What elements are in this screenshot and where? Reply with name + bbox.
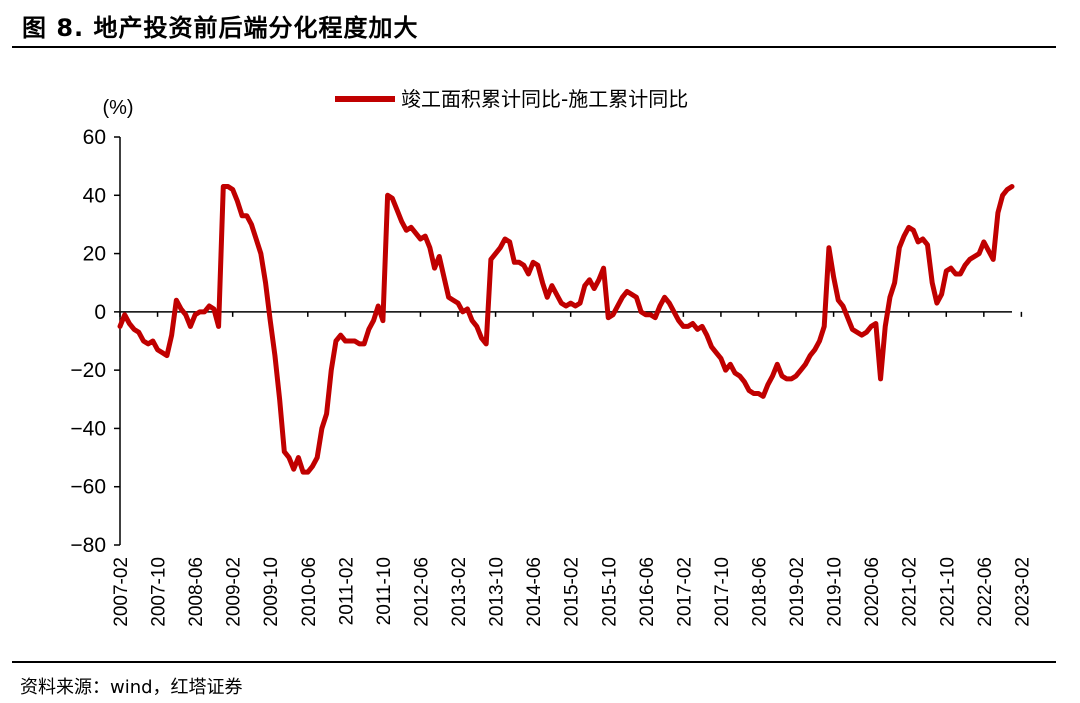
y-tick-label: 60: [83, 126, 106, 149]
top-rule: [12, 46, 1056, 48]
x-tick-label: 2009-10: [261, 557, 282, 627]
x-tick-label: 2021-02: [900, 557, 921, 627]
figure-title: 图 8. 地产投资前后端分化程度加大: [22, 14, 419, 42]
x-tick-label: 2007-02: [111, 557, 132, 627]
x-tick-label: 2011-02: [336, 557, 357, 625]
y-tick-label: 20: [83, 243, 106, 266]
x-tick-label: 2012-06: [411, 557, 432, 627]
x-tick-label: 2017-02: [674, 557, 695, 627]
x-tick-label: 2011-10: [374, 557, 395, 625]
y-axis-unit: (%): [102, 97, 133, 119]
x-tick-label: 2014-06: [524, 557, 545, 627]
x-tick-label: 2016-06: [637, 557, 658, 627]
legend-label: 竣工面积累计同比-施工累计同比: [401, 87, 688, 111]
legend: 竣工面积累计同比-施工累计同比: [335, 87, 688, 111]
x-axis: 2007-02 2007-10 2008-06 2009-02 2009-10 2010-…: [111, 311, 1033, 627]
x-tick-label: 2013-10: [487, 557, 508, 627]
y-axis: 60 40 20 0 −20 −40 −60 −80 (%): [70, 97, 133, 557]
x-tick-label: 2015-02: [562, 557, 583, 627]
y-tick-label: −80: [70, 534, 106, 557]
x-tick-label: 2020-06: [862, 557, 883, 627]
x-tick-label: 2022-06: [975, 557, 996, 627]
x-tick-label: 2007-10: [149, 557, 170, 627]
y-tick-label: 40: [83, 184, 106, 207]
x-tick-label: 2017-10: [712, 557, 733, 627]
series-line: [117, 184, 1015, 475]
y-tick-label: −60: [70, 476, 106, 499]
x-tick-label: 2015-10: [599, 557, 620, 627]
series-layer: [117, 184, 1015, 475]
y-tick-label: 0: [94, 301, 106, 324]
x-tick-label: 2009-02: [224, 557, 245, 627]
x-tick-label: 2019-02: [787, 557, 808, 627]
x-tick-label: 2023-02: [1012, 557, 1033, 627]
x-tick-label: 2018-06: [749, 557, 770, 627]
y-tick-label: −40: [70, 417, 106, 440]
x-tick-label: 2008-06: [186, 557, 207, 627]
x-tick-label: 2010-06: [299, 557, 320, 627]
bottom-rule: [12, 661, 1056, 663]
x-tick-label: 2019-10: [825, 557, 846, 627]
x-tick-label: 2013-02: [449, 557, 470, 627]
x-tick-label: 2021-10: [937, 557, 958, 627]
source-note: 资料来源：wind，红塔证券: [20, 677, 243, 698]
y-tick-label: −20: [70, 359, 106, 382]
